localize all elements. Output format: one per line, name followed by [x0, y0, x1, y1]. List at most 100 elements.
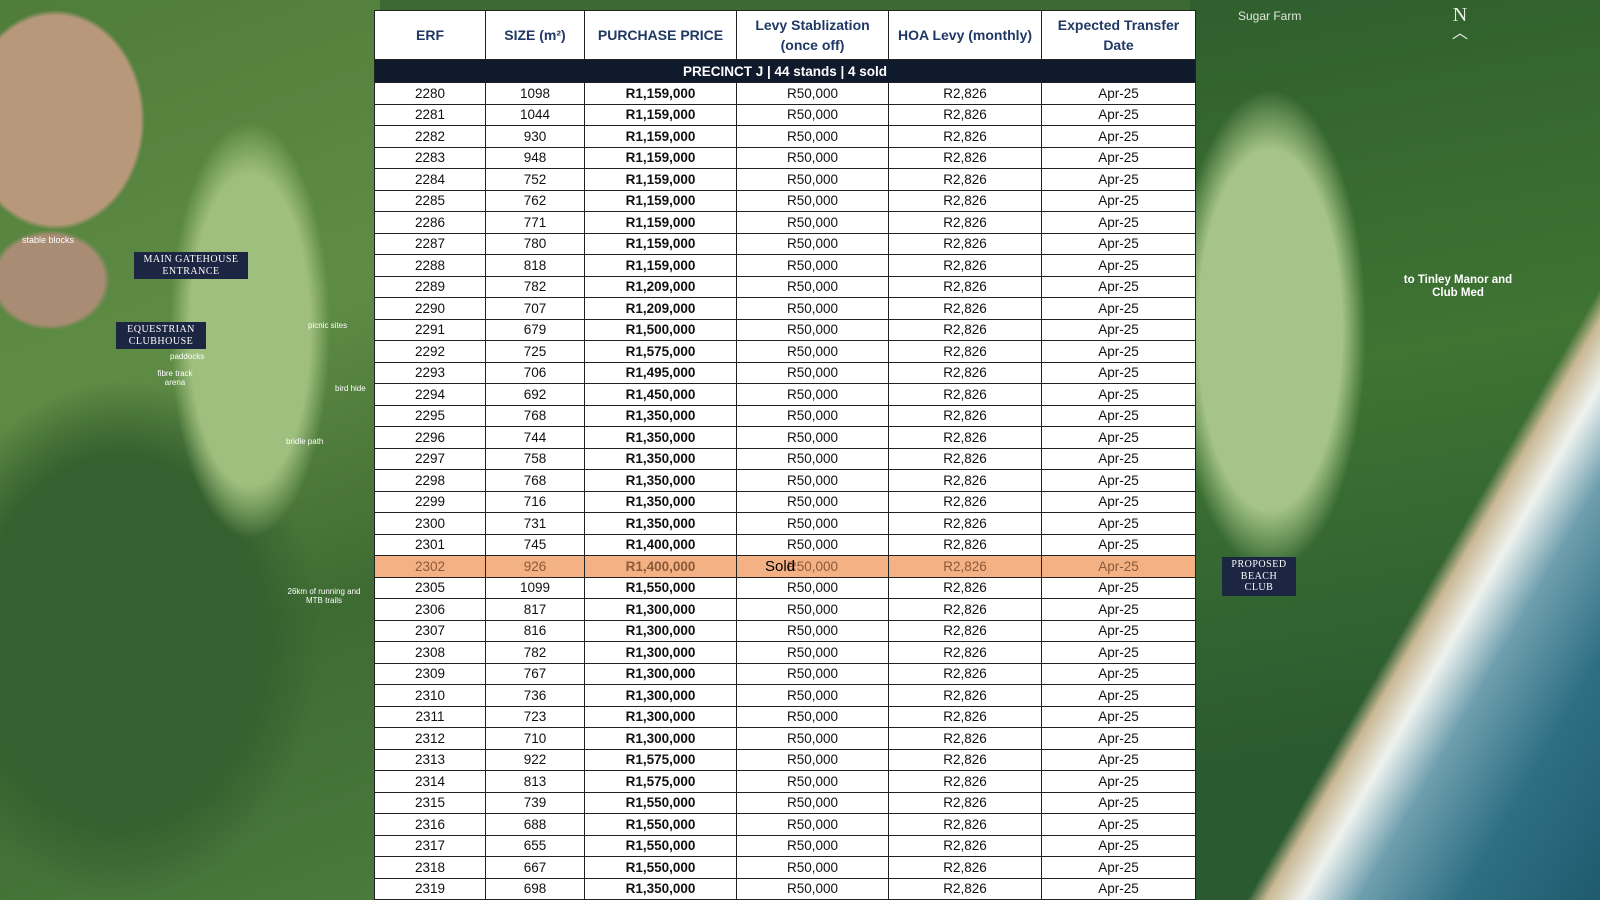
- cell-price: R1,575,000: [584, 340, 737, 363]
- cell-date: Apr-25: [1041, 619, 1196, 642]
- cell-erf: 2287: [374, 232, 486, 255]
- cell-price: R1,550,000: [584, 856, 737, 879]
- cell-size: 707: [485, 297, 585, 320]
- cell-levy: R50,000: [736, 189, 889, 212]
- map-label-main-gatehouse: MAIN GATEHOUSE ENTRANCE: [134, 252, 248, 279]
- header-hoa-levy: HOA Levy (monthly): [888, 10, 1042, 60]
- cell-date: Apr-25: [1041, 598, 1196, 621]
- cell-price: R1,550,000: [584, 834, 737, 857]
- cell-hoa: R2,826: [888, 533, 1042, 556]
- cell-erf: 2286: [374, 211, 486, 234]
- cell-date: Apr-25: [1041, 254, 1196, 277]
- cell-size: 716: [485, 490, 585, 513]
- cell-erf: 2294: [374, 383, 486, 406]
- cell-erf: 2308: [374, 641, 486, 664]
- cell-hoa: R2,826: [888, 684, 1042, 707]
- table-row: 2284 752 R1,159,000 R50,000 R2,826 Apr-25: [374, 168, 1196, 191]
- table-row: 2298 768 R1,350,000 R50,000 R2,826 Apr-25: [374, 469, 1196, 492]
- table-row: 2282 930 R1,159,000 R50,000 R2,826 Apr-25: [374, 125, 1196, 148]
- map-label-stable-blocks: stable blocks: [22, 235, 75, 245]
- header-purchase-price: PURCHASE PRICE: [584, 10, 737, 60]
- cell-size: 768: [485, 404, 585, 427]
- cell-hoa: R2,826: [888, 340, 1042, 363]
- map-label-bird-hide: bird hide: [335, 384, 366, 393]
- cell-hoa: R2,826: [888, 404, 1042, 427]
- cell-levy: R50,000: [736, 727, 889, 750]
- table-row: 2293 706 R1,495,000 R50,000 R2,826 Apr-25: [374, 361, 1196, 384]
- table-row: 2317 655 R1,550,000 R50,000 R2,826 Apr-25: [374, 834, 1196, 857]
- cell-hoa: R2,826: [888, 813, 1042, 836]
- cell-date: Apr-25: [1041, 232, 1196, 255]
- cell-size: 780: [485, 232, 585, 255]
- cell-size: 1099: [485, 576, 585, 599]
- cell-size: 1044: [485, 103, 585, 126]
- cell-size: 725: [485, 340, 585, 363]
- cell-price: R1,159,000: [584, 146, 737, 169]
- cell-price: R1,400,000: [584, 533, 737, 556]
- cell-price: R1,159,000: [584, 125, 737, 148]
- cell-size: 667: [485, 856, 585, 879]
- sold-tag: Sold: [765, 557, 796, 575]
- cell-size: 782: [485, 275, 585, 298]
- map-label-tinley-manor: to Tinley Manor and Club Med: [1403, 274, 1513, 299]
- table-row: 2312 710 R1,300,000 R50,000 R2,826 Apr-25: [374, 727, 1196, 750]
- cell-date: Apr-25: [1041, 791, 1196, 814]
- cell-erf: 2315: [374, 791, 486, 814]
- cell-price: R1,550,000: [584, 813, 737, 836]
- table-row: 2296 744 R1,350,000 R50,000 R2,826 Apr-25: [374, 426, 1196, 449]
- cell-date: Apr-25: [1041, 856, 1196, 879]
- cell-hoa: R2,826: [888, 82, 1042, 105]
- cell-levy: R50,000: [736, 813, 889, 836]
- cell-hoa: R2,826: [888, 576, 1042, 599]
- cell-price: R1,159,000: [584, 168, 737, 191]
- cell-levy: R50,000: [736, 232, 889, 255]
- cell-price: R1,400,000: [584, 555, 737, 578]
- cell-size: 930: [485, 125, 585, 148]
- cell-hoa: R2,826: [888, 705, 1042, 728]
- cell-date: Apr-25: [1041, 318, 1196, 341]
- cell-hoa: R2,826: [888, 211, 1042, 234]
- cell-erf: 2293: [374, 361, 486, 384]
- cell-hoa: R2,826: [888, 662, 1042, 685]
- cell-date: Apr-25: [1041, 748, 1196, 771]
- cell-size: 739: [485, 791, 585, 814]
- cell-date: Apr-25: [1041, 211, 1196, 234]
- cell-hoa: R2,826: [888, 318, 1042, 341]
- cell-date: Apr-25: [1041, 662, 1196, 685]
- cell-size: 706: [485, 361, 585, 384]
- cell-date: Apr-25: [1041, 146, 1196, 169]
- cell-levy: R50,000 Sold: [736, 555, 889, 578]
- cell-hoa: R2,826: [888, 361, 1042, 384]
- cell-size: 723: [485, 705, 585, 728]
- table-row: 2288 818 R1,159,000 R50,000 R2,826 Apr-25: [374, 254, 1196, 277]
- cell-size: 817: [485, 598, 585, 621]
- cell-size: 816: [485, 619, 585, 642]
- cell-erf: 2311: [374, 705, 486, 728]
- cell-size: 698: [485, 877, 585, 900]
- cell-date: Apr-25: [1041, 447, 1196, 470]
- cell-hoa: R2,826: [888, 426, 1042, 449]
- cell-erf: 2306: [374, 598, 486, 621]
- cell-price: R1,300,000: [584, 641, 737, 664]
- cell-size: 710: [485, 727, 585, 750]
- cell-hoa: R2,826: [888, 490, 1042, 513]
- north-label: N: [1452, 4, 1468, 26]
- cell-levy: R50,000: [736, 383, 889, 406]
- map-label-proposed-beach-club: PROPOSED BEACH CLUB: [1222, 557, 1296, 596]
- cell-hoa: R2,826: [888, 189, 1042, 212]
- cell-erf: 2302: [374, 555, 486, 578]
- cell-price: R1,495,000: [584, 361, 737, 384]
- cell-price: R1,159,000: [584, 211, 737, 234]
- cell-hoa: R2,826: [888, 727, 1042, 750]
- cell-erf: 2298: [374, 469, 486, 492]
- cell-erf: 2305: [374, 576, 486, 599]
- cell-hoa: R2,826: [888, 748, 1042, 771]
- cell-price: R1,209,000: [584, 297, 737, 320]
- cell-levy: R50,000: [736, 662, 889, 685]
- map-label-picnic-sites: picnic sites: [308, 321, 348, 330]
- cell-hoa: R2,826: [888, 275, 1042, 298]
- cell-size: 679: [485, 318, 585, 341]
- cell-size: 688: [485, 813, 585, 836]
- map-label-sugar-farm: Sugar Farm: [1238, 9, 1302, 23]
- table-row: 2313 922 R1,575,000 R50,000 R2,826 Apr-25: [374, 748, 1196, 771]
